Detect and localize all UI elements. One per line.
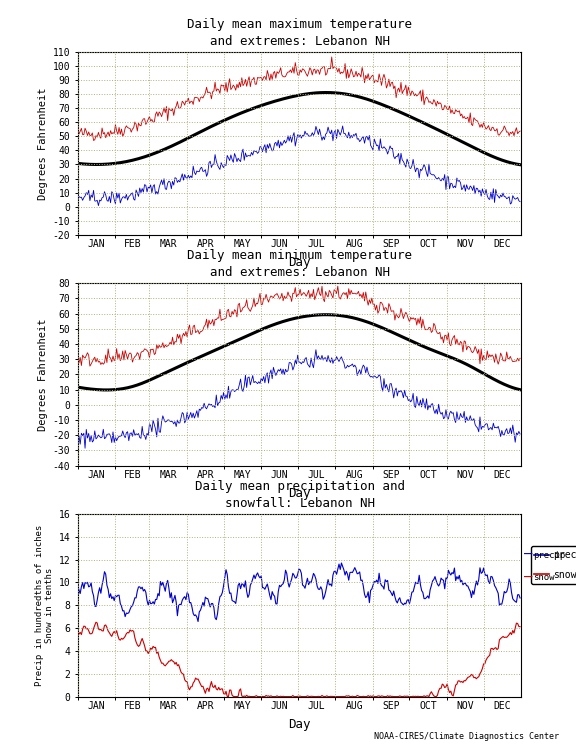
precip xyxy=(456,571,463,580)
snow xyxy=(74,630,81,638)
precip xyxy=(498,600,505,609)
precip xyxy=(197,606,204,615)
X-axis label: Day: Day xyxy=(288,256,311,270)
Title: Daily mean minimum temperature
and extremes: Lebanon NH: Daily mean minimum temperature and extre… xyxy=(187,249,412,279)
snow xyxy=(498,633,505,642)
Text: precip: precip xyxy=(533,551,565,559)
Text: snow: snow xyxy=(533,573,554,582)
precip xyxy=(252,574,259,583)
precip xyxy=(195,617,202,626)
snow xyxy=(517,622,524,631)
snow xyxy=(253,691,260,700)
precip xyxy=(254,568,261,577)
Title: Daily mean precipitation and
snowfall: Lebanon NH: Daily mean precipitation and snowfall: L… xyxy=(195,480,404,510)
snow xyxy=(255,692,262,701)
Y-axis label: Precip in hundredths of inches
Snow in tenths: Precip in hundredths of inches Snow in t… xyxy=(35,524,54,686)
precip xyxy=(338,559,345,568)
Line: snow: snow xyxy=(78,622,520,697)
Legend: precip, snow: precip, snow xyxy=(530,546,576,584)
Y-axis label: Degrees Fahrenheit: Degrees Fahrenheit xyxy=(39,87,48,200)
snow xyxy=(456,676,463,685)
Text: —: — xyxy=(524,571,533,584)
Y-axis label: Degrees Fahrenheit: Degrees Fahrenheit xyxy=(39,318,48,431)
Line: precip: precip xyxy=(78,563,520,621)
snow xyxy=(93,618,100,627)
snow xyxy=(197,679,204,688)
X-axis label: Day: Day xyxy=(288,487,311,501)
snow xyxy=(169,656,176,665)
precip xyxy=(74,581,81,590)
precip xyxy=(168,589,175,597)
Text: NOAA-CIRES/Climate Diagnostics Center: NOAA-CIRES/Climate Diagnostics Center xyxy=(374,732,559,741)
X-axis label: Day: Day xyxy=(288,718,311,732)
precip xyxy=(517,594,524,603)
Title: Daily mean maximum temperature
and extremes: Lebanon NH: Daily mean maximum temperature and extre… xyxy=(187,18,412,48)
Text: —: — xyxy=(524,548,533,562)
snow xyxy=(225,692,232,701)
